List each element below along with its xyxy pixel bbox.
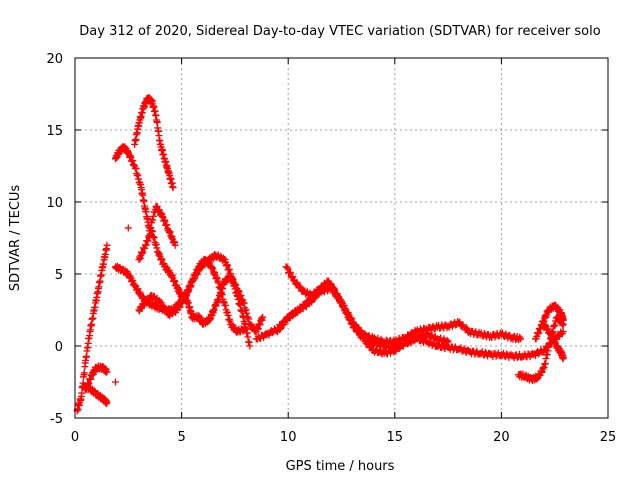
data-point bbox=[559, 354, 567, 362]
x-axis-label: GPS time / hours bbox=[286, 459, 395, 474]
y-tick-label: 5 bbox=[55, 268, 63, 283]
x-tick-label: 5 bbox=[177, 430, 185, 445]
data-point bbox=[169, 184, 177, 192]
data-point bbox=[301, 302, 309, 310]
data-point bbox=[559, 316, 567, 324]
data-point bbox=[346, 315, 354, 323]
data-point bbox=[157, 298, 165, 306]
axis-ticks: 0 5 10 15 20 25 -5 0 5 10 15 20 bbox=[46, 52, 616, 445]
data-point bbox=[339, 299, 347, 307]
data-point bbox=[284, 265, 292, 273]
x-tick-label: 15 bbox=[387, 430, 404, 445]
x-tick-label: 10 bbox=[280, 430, 297, 445]
data-point bbox=[280, 321, 288, 329]
data-point bbox=[367, 343, 375, 351]
data-point bbox=[277, 324, 285, 332]
data-point bbox=[259, 313, 267, 321]
data-point bbox=[103, 398, 111, 406]
data-point bbox=[517, 335, 525, 343]
data-point bbox=[296, 282, 304, 290]
data-point bbox=[333, 290, 341, 298]
x-tick-label: 20 bbox=[493, 430, 510, 445]
data-point bbox=[360, 334, 368, 342]
data-point bbox=[443, 336, 451, 344]
data-point bbox=[343, 309, 351, 317]
outlier-point bbox=[112, 378, 120, 386]
data-points bbox=[73, 94, 567, 415]
outlier-point bbox=[124, 224, 132, 232]
data-point bbox=[559, 328, 567, 336]
data-point bbox=[329, 283, 337, 291]
data-point bbox=[330, 284, 338, 292]
data-point bbox=[289, 273, 297, 281]
y-axis-label: SDTVAR / TECUs bbox=[8, 185, 23, 292]
data-point bbox=[395, 345, 403, 353]
data-point bbox=[336, 295, 344, 303]
data-point bbox=[355, 327, 363, 335]
data-point bbox=[178, 299, 186, 307]
data-point bbox=[491, 333, 499, 341]
data-point bbox=[103, 368, 111, 376]
chart-title: Day 312 of 2020, Sidereal Day-to-day VTE… bbox=[79, 24, 600, 39]
y-tick-label: 20 bbox=[46, 52, 63, 67]
data-point bbox=[481, 348, 489, 356]
data-point bbox=[342, 306, 350, 314]
y-tick-label: 0 bbox=[55, 340, 63, 355]
data-point bbox=[462, 324, 470, 332]
y-tick-label: 10 bbox=[46, 196, 63, 211]
data-point bbox=[176, 303, 184, 311]
data-point bbox=[80, 369, 88, 377]
data-point bbox=[283, 263, 291, 271]
data-point bbox=[276, 326, 284, 334]
data-point bbox=[503, 350, 511, 358]
x-tick-label: 25 bbox=[600, 430, 617, 445]
x-tick-label: 0 bbox=[71, 430, 79, 445]
data-point bbox=[405, 339, 413, 347]
grid-lines bbox=[75, 58, 608, 418]
data-point bbox=[246, 342, 254, 350]
data-point bbox=[171, 241, 179, 249]
data-point bbox=[444, 338, 452, 346]
data-point bbox=[103, 241, 111, 249]
data-point bbox=[502, 330, 510, 338]
y-tick-label: 15 bbox=[46, 124, 63, 139]
data-point bbox=[193, 270, 201, 278]
data-point bbox=[345, 313, 353, 321]
plot-frame bbox=[74, 57, 609, 419]
data-point bbox=[347, 320, 355, 328]
data-point bbox=[286, 268, 294, 276]
y-tick-label: -5 bbox=[50, 412, 63, 427]
data-point bbox=[219, 254, 227, 262]
data-point bbox=[191, 275, 199, 283]
data-point bbox=[351, 323, 359, 331]
